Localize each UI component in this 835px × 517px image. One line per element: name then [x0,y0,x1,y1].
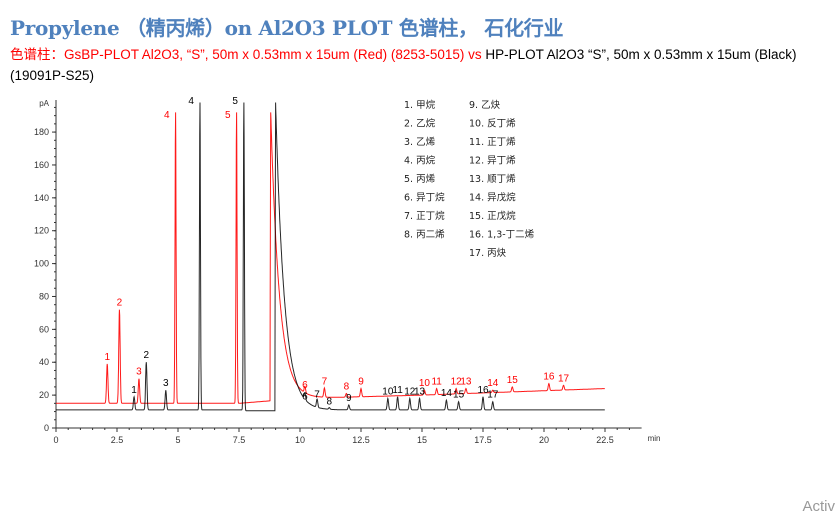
y-tick-label: 120 [34,226,49,236]
peak-label: 12 [404,386,416,397]
series-line-red [56,112,605,404]
peak-label: 11 [392,385,403,396]
peak-label: 13 [414,386,426,397]
x-tick-label: 2.5 [111,435,124,445]
y-tick-label: 40 [39,357,49,367]
peak-label: 9 [358,377,364,388]
peak-label: 15 [507,375,519,386]
legend-item: 5. 丙烯 [404,173,436,185]
x-tick-label: 7.5 [233,435,246,445]
peak-label: 8 [344,381,350,392]
x-tick-label: 10 [295,435,305,445]
y-tick-label: 100 [34,259,49,269]
activation-watermark: Activ [802,498,835,515]
peak-label: 9 [346,393,352,404]
legend-item: 11. 正丁烯 [469,136,516,148]
y-tick-label: 140 [34,193,49,203]
peak-label: 3 [163,378,169,389]
peak-label: 15 [453,390,465,401]
legend-item: 4. 丙烷 [404,155,436,167]
y-tick-label: 160 [34,160,49,170]
legend-item: 3. 乙烯 [404,136,436,148]
peak-label: 3 [136,367,142,378]
peak-label: 16 [543,372,555,383]
y-tick-label: 180 [34,127,49,137]
x-tick-label: 20 [539,435,549,445]
legend-item: 2. 乙烷 [404,118,436,130]
subtitle-red: 色谱柱：GsBP-PLOT Al2O3, “S”, 50m x 0.53mm x… [10,47,482,62]
peak-label: 12 [451,377,463,388]
peak-label: 5 [232,96,238,107]
legend-item: 15. 正戊烷 [469,210,516,222]
legend-item: 1. 甲烷 [404,99,436,111]
y-tick-label: 60 [39,324,49,334]
series-line-black [56,102,605,412]
y-tick-label: 80 [39,291,49,301]
y-tick-label: 20 [39,390,49,400]
peak-label: 4 [164,110,170,121]
y-axis-label: pA [39,99,49,108]
legend-item: 8. 丙二烯 [404,229,445,241]
page-title: Propylene （精丙烯）on Al2O3 PLOT 色谱柱， 石化行业 [10,16,564,40]
peak-label: 4 [188,96,194,107]
peak-label: 2 [143,350,149,361]
peak-label: 5 [225,110,231,121]
x-tick-label: 12.5 [352,435,370,445]
peak-label: 7 [314,390,320,401]
legend-item: 16. 1,3-丁二烯 [469,229,535,241]
x-tick-label: 5 [175,435,180,445]
legend-item: 17. 丙炔 [469,247,507,259]
legend-item: 14. 异戊烷 [469,192,516,204]
legend-item: 12. 异丁烯 [469,155,516,167]
x-tick-label: 0 [53,435,58,445]
peak-label: 6 [302,391,308,402]
subtitle-black: HP-PLOT Al2O3 “S”, 50m x 0.53mm x 15um (… [10,47,797,83]
peak-label: 1 [104,352,110,363]
peak-label: 6 [302,380,308,391]
peak-label: 10 [419,378,431,389]
chromatogram-chart: 0 2.5 5 7.5 10 12.5 15 17.5 20 22.502040608010012… [34,96,661,445]
peak-label: 17 [558,373,570,384]
peak-label: 11 [431,377,442,388]
peak-label: 14 [487,378,499,389]
legend-item: 6. 异丁烷 [404,192,445,204]
peak-label: 13 [460,377,472,388]
legend-item: 13. 顺丁烯 [469,173,516,185]
peak-label: 17 [487,390,499,401]
peak-label: 2 [117,298,123,309]
peak-label: 8 [326,396,332,407]
legend-item: 9. 乙炔 [469,99,501,111]
column-description: 色谱柱：GsBP-PLOT Al2O3, “S”, 50m x 0.53mm x… [10,44,810,86]
peak-label: 10 [382,386,394,397]
x-axis-label: min [648,434,661,443]
legend-item: 10. 反丁烯 [469,118,516,130]
legend-item: 7. 正丁烷 [404,210,445,222]
x-tick-label: 22.5 [596,435,614,445]
peak-label: 1 [131,385,137,396]
x-tick-label: 15 [417,435,427,445]
peak-label: 14 [441,388,453,399]
peak-label: 16 [477,385,489,396]
x-tick-label: 17.5 [474,435,492,445]
peak-label: 7 [322,377,328,388]
y-tick-label: 0 [44,423,49,433]
